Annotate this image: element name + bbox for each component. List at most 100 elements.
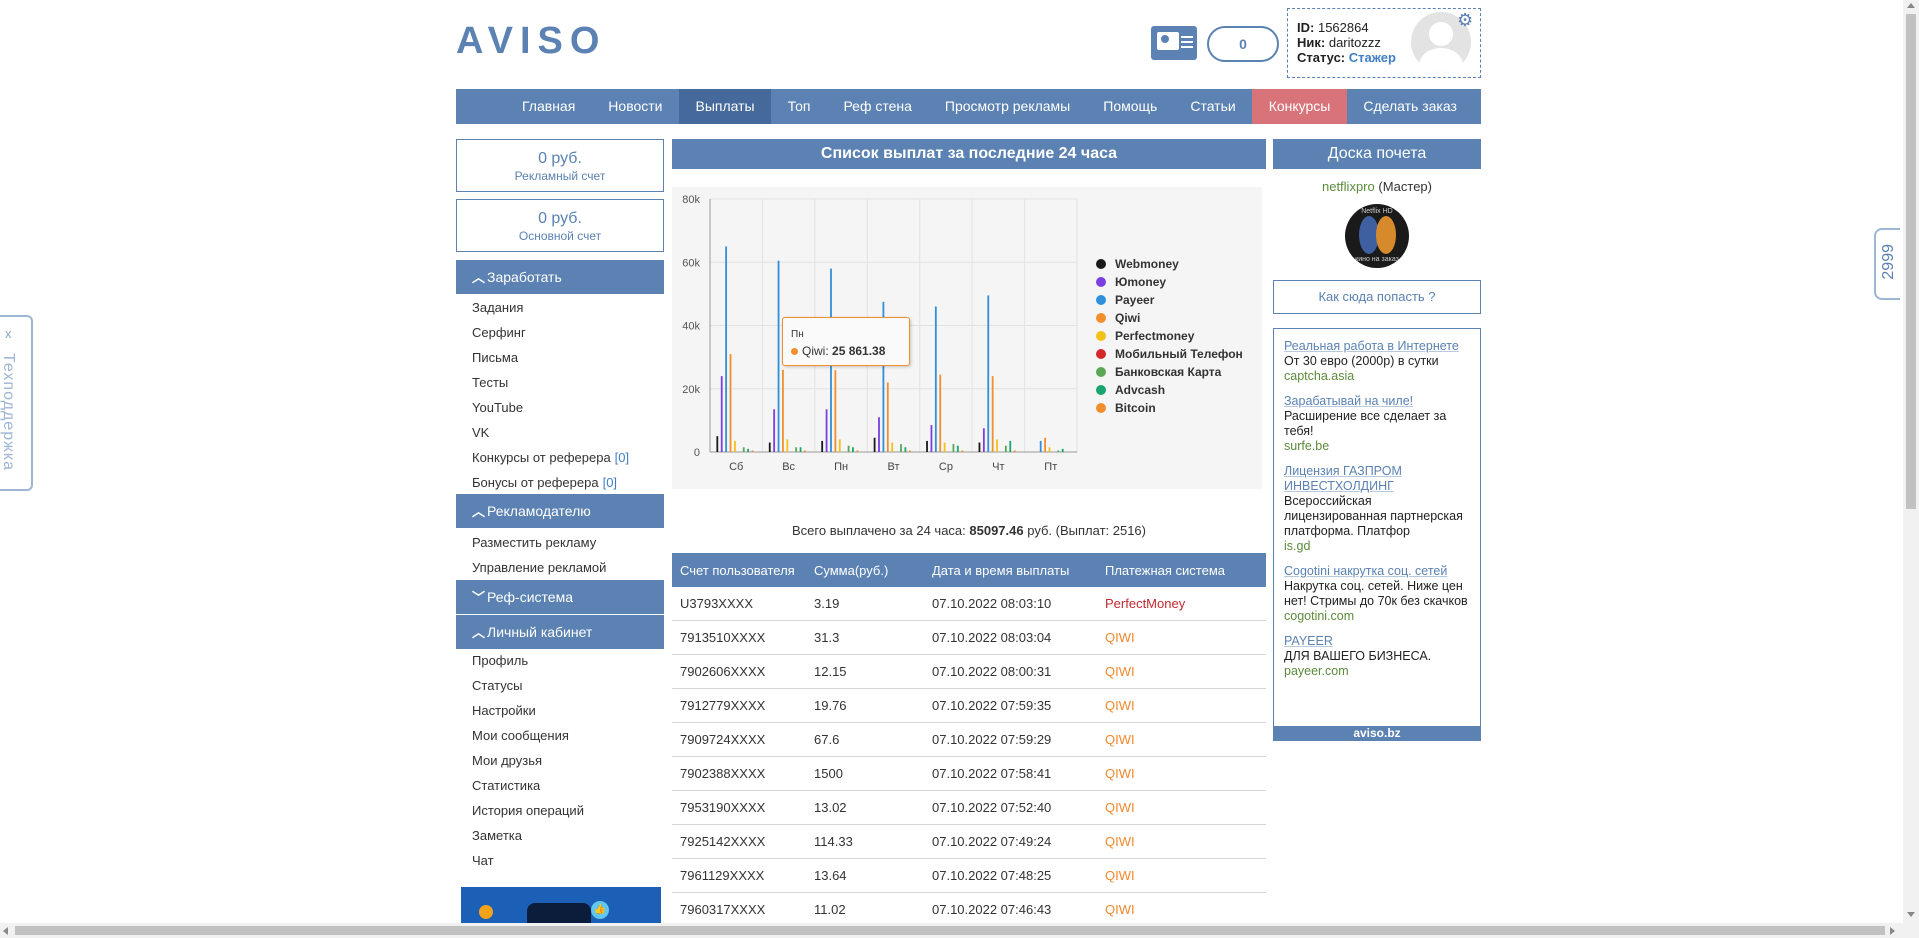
sidebar-item[interactable]: История операций <box>472 803 584 818</box>
section-cabinet-header[interactable]: ︿ Личный кабинет <box>456 615 664 649</box>
chart-tooltip: Пн Qiwi: 25 861.38 <box>782 317 910 366</box>
bar <box>804 450 806 452</box>
close-icon[interactable]: x <box>5 326 12 341</box>
nav-item-8[interactable]: Конкурсы <box>1252 89 1347 124</box>
nav-item-3[interactable]: Топ <box>787 98 811 114</box>
ad-item[interactable]: Реальная работа в Интернете От 30 евро (2… <box>1274 339 1480 384</box>
legend-item[interactable]: Юmoney <box>1096 273 1243 291</box>
main-nav: Главная Новости Выплаты Топ Реф стена Просмот… <box>456 89 1481 124</box>
bar <box>768 442 771 452</box>
sidebar-item[interactable]: Серфинг <box>472 325 526 340</box>
vertical-scrollbar[interactable] <box>1903 0 1919 923</box>
legend-item[interactable]: Webmoney <box>1096 255 1243 273</box>
notification-counter[interactable]: 0 <box>1207 26 1279 62</box>
scroll-right-arrow-icon[interactable] <box>1890 927 1895 935</box>
user-avatar[interactable] <box>1411 12 1471 72</box>
legend-item[interactable]: Банковская Карта <box>1096 363 1243 381</box>
sidebar-item[interactable]: Мои сообщения <box>472 728 569 743</box>
sidebar-item[interactable]: Конкурсы от реферера [0] <box>472 450 630 465</box>
table-row: 7913510XXXX 31.3 07.10.2022 08:03:04 QIWI <box>672 620 1266 655</box>
sidebar-item[interactable]: Управление рекламой <box>472 560 607 575</box>
sidebar-item[interactable]: Тесты <box>472 375 509 390</box>
sidebar-item[interactable]: Бонусы от реферера [0] <box>472 475 618 490</box>
section-ref-header[interactable]: ﹀ Реф-система <box>456 580 664 614</box>
col-amount: Сумма(руб.) <box>806 553 924 587</box>
ad-title[interactable]: Реальная работа в Интернете <box>1284 339 1459 353</box>
ad-title[interactable]: PAYEER <box>1284 634 1333 648</box>
honor-user-nick[interactable]: netflixpro <box>1321 179 1375 194</box>
online-counter-tab[interactable]: 2999 <box>1874 228 1900 300</box>
sidebar-item[interactable]: Статусы <box>472 678 523 693</box>
nav-item-5[interactable]: Просмотр рекламы <box>944 98 1071 114</box>
bar <box>1048 447 1051 452</box>
sidebar-item[interactable]: Статистика <box>472 778 541 793</box>
horizontal-scrollbar[interactable] <box>0 923 1919 938</box>
sidebar-item[interactable]: Настройки <box>472 703 536 718</box>
scroll-down-arrow-icon[interactable] <box>1907 912 1915 917</box>
legend-item[interactable]: Advcash <box>1096 381 1243 399</box>
ad-title[interactable]: Зарабатывай на чиле! <box>1284 394 1414 408</box>
main-balance[interactable]: 0 руб. Основной счет <box>456 199 664 252</box>
nav-item-4[interactable]: Реф стена <box>843 98 912 114</box>
honor-user-avatar[interactable]: Netflix HD кино на заказ <box>1345 204 1409 268</box>
sidebar-item[interactable]: VK <box>472 425 490 440</box>
nav-item-2[interactable]: Выплаты <box>679 89 772 124</box>
support-widget[interactable]: x Техподдержка <box>0 315 33 491</box>
sidebar-item[interactable]: Профиль <box>472 653 529 668</box>
ad-title[interactable]: Лицензия ГАЗПРОМ ИНВЕСТХОЛДИНГ <box>1284 464 1402 493</box>
person-icon <box>1161 35 1169 43</box>
bar <box>795 447 798 452</box>
sidebar-item-count[interactable]: [0] <box>614 450 630 465</box>
nav-item-9[interactable]: Сделать заказ <box>1363 98 1457 114</box>
scroll-up-arrow-icon[interactable] <box>1907 3 1915 8</box>
user-status[interactable]: Стажер <box>1348 50 1396 65</box>
nav-item-1[interactable]: Новости <box>608 98 663 114</box>
ad-title[interactable]: Cogotini накрутка соц. сетей <box>1284 564 1448 578</box>
sidebar-item[interactable]: YouTube <box>472 400 524 415</box>
section-advertiser-header[interactable]: ︿ Рекламодателю <box>456 494 664 528</box>
sidebar-item-count[interactable]: [0] <box>602 475 618 490</box>
sidebar-item[interactable]: Заметка <box>472 828 522 843</box>
scroll-left-arrow-icon[interactable] <box>3 927 8 935</box>
cell-amount: 13.02 <box>806 790 924 825</box>
nav-item-6[interactable]: Помощь <box>1103 98 1158 114</box>
legend-item[interactable]: Мобильный Телефон <box>1096 345 1243 363</box>
table-row: 7909724XXXX 67.6 07.10.2022 07:59:29 QIWI <box>672 722 1266 757</box>
section-earn-header[interactable]: ︿ Заработать <box>456 260 664 294</box>
nav-item-0[interactable]: Главная <box>522 98 576 114</box>
bar <box>716 436 719 452</box>
ad-url[interactable]: is.gd <box>1284 539 1311 553</box>
legend-item[interactable]: Perfectmoney <box>1096 327 1243 345</box>
ad-item[interactable]: Лицензия ГАЗПРОМ ИНВЕСТХОЛДИНГ Всероссийс… <box>1274 464 1480 554</box>
ad-balance[interactable]: 0 руб. Рекламный счет <box>456 139 664 192</box>
nav-item-7[interactable]: Статьи <box>1190 98 1236 114</box>
sidebar-item[interactable]: Письма <box>472 350 519 365</box>
ad-url[interactable]: surfe.be <box>1284 439 1330 453</box>
ad-url[interactable]: payeer.com <box>1284 664 1349 678</box>
sidebar-item[interactable]: Разместить рекламу <box>472 535 597 550</box>
page: AVISO 0 ID: 1562864 Ник: daritozzz Стату… <box>0 8 1900 923</box>
sidebar-item[interactable]: Мои друзья <box>472 753 543 768</box>
gear-icon[interactable]: ⚙ <box>1457 10 1474 30</box>
legend-item[interactable]: Qiwi <box>1096 309 1243 327</box>
promo-banner[interactable]: 👍 <box>461 887 661 923</box>
ad-url[interactable]: cogotini.com <box>1284 609 1355 623</box>
scroll-thumb[interactable] <box>1906 14 1916 509</box>
legend-item[interactable]: Bitcoin <box>1096 399 1243 417</box>
ads-footer[interactable]: aviso.bz <box>1274 726 1480 740</box>
messages-button[interactable] <box>1151 26 1197 60</box>
legend-item[interactable]: Payeer <box>1096 291 1243 309</box>
tooltip-series: Qiwi <box>802 344 826 358</box>
bar <box>747 448 750 452</box>
cell-amount: 3.19 <box>806 587 924 621</box>
ad-url[interactable]: captcha.asia <box>1284 369 1355 383</box>
site-logo[interactable]: AVISO <box>456 20 607 62</box>
how-to-get-here-button[interactable]: Как сюда попасть ? <box>1273 280 1481 314</box>
ad-item[interactable]: Cogotini накрутка соц. сетей Накрутка соц… <box>1274 564 1480 624</box>
ad-item[interactable]: PAYEER ДЛЯ ВАШЕГО БИЗНЕСА. payeer.com <box>1274 634 1480 679</box>
sidebar-item[interactable]: Задания <box>472 300 524 315</box>
ad-text: ДЛЯ ВАШЕГО БИЗНЕСА. <box>1284 649 1432 663</box>
hscroll-thumb[interactable] <box>15 926 1885 935</box>
ad-item[interactable]: Зарабатывай на чиле! Расширение все сдела… <box>1274 394 1480 454</box>
sidebar-item[interactable]: Чат <box>472 853 494 868</box>
